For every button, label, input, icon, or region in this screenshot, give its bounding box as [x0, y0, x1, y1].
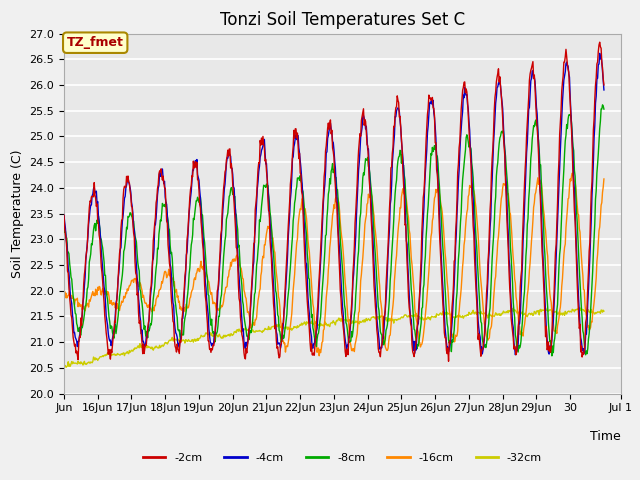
Title: Tonzi Soil Temperatures Set C: Tonzi Soil Temperatures Set C: [220, 11, 465, 29]
Y-axis label: Soil Temperature (C): Soil Temperature (C): [11, 149, 24, 278]
Text: TZ_fmet: TZ_fmet: [67, 36, 124, 49]
X-axis label: Time: Time: [590, 430, 621, 443]
Legend: -2cm, -4cm, -8cm, -16cm, -32cm: -2cm, -4cm, -8cm, -16cm, -32cm: [138, 448, 547, 467]
